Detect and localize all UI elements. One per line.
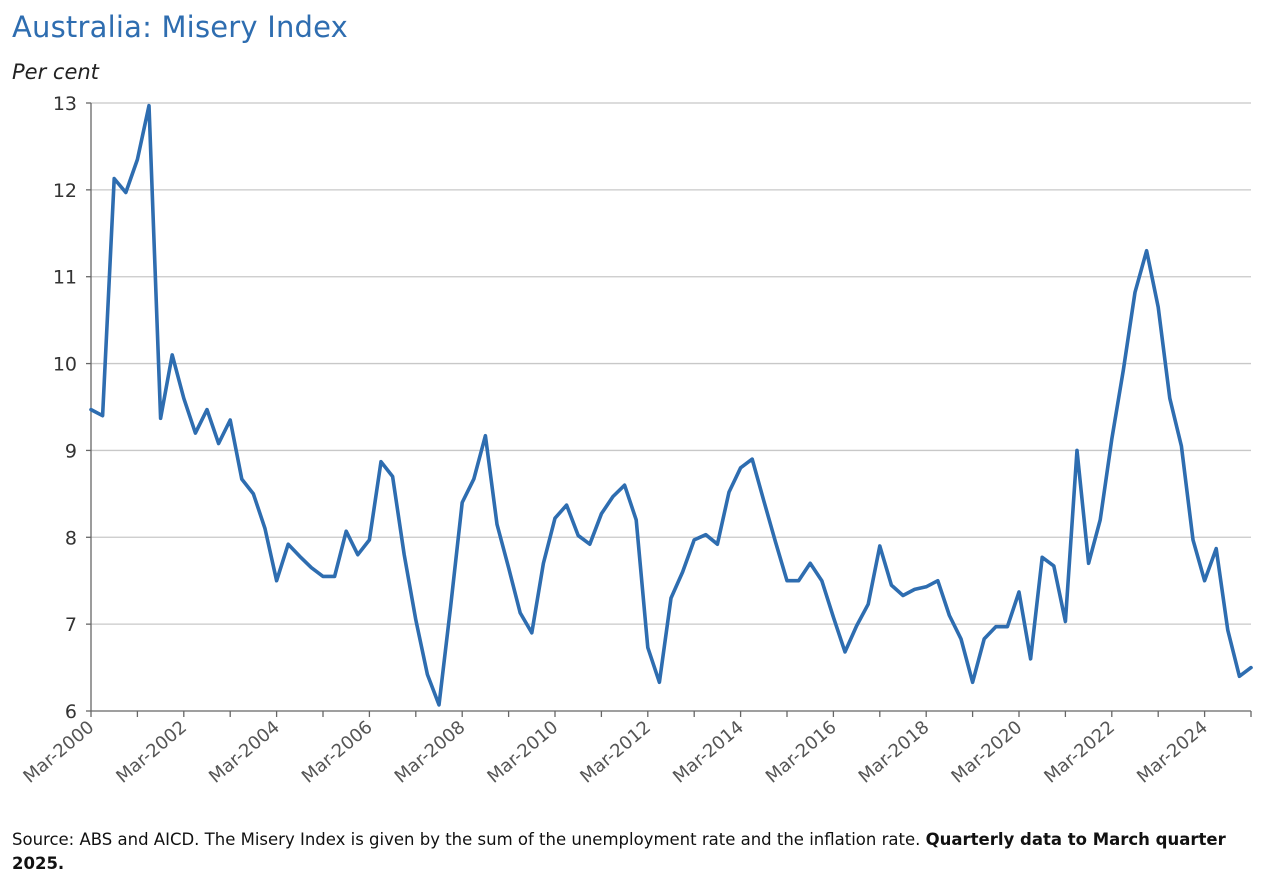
y-axis-unit-label: Per cent xyxy=(12,60,99,84)
source-bold-text: Quarterly data to March quarter 2025. xyxy=(12,830,1226,873)
y-tick-label-7: 7 xyxy=(65,614,77,636)
y-tick-label-10: 10 xyxy=(53,354,77,376)
source-note: Source: ABS and AICD. The Misery Index i… xyxy=(12,828,1252,876)
x-tick-label-Mar-2024: Mar-2024 xyxy=(1133,717,1212,788)
x-tick-label-Mar-2004: Mar-2004 xyxy=(205,717,284,788)
x-tick-label-Mar-2018: Mar-2018 xyxy=(855,717,934,788)
x-tick-label-Mar-2006: Mar-2006 xyxy=(298,717,377,788)
series-line-misery-index xyxy=(89,103,1253,707)
y-tick-label-9: 9 xyxy=(65,440,77,462)
x-tick-label-Mar-2020: Mar-2020 xyxy=(948,717,1027,788)
x-tick-label-Mar-2010: Mar-2010 xyxy=(484,717,563,788)
grid-lines xyxy=(91,102,1251,625)
chart-title: Australia: Misery Index xyxy=(12,10,349,44)
x-tick-label-Mar-2016: Mar-2016 xyxy=(762,717,841,788)
x-tick-label-Mar-2002: Mar-2002 xyxy=(112,717,191,788)
x-axis-ticks: Mar-2000 Mar-2002 Mar-2004 Mar-2006 Mar-2008… xyxy=(20,711,1252,788)
x-tick-label-Mar-2014: Mar-2014 xyxy=(669,717,748,788)
source-text: Source: ABS and AICD. The Misery Index i… xyxy=(12,830,926,849)
y-tick-label-6: 6 xyxy=(65,701,77,723)
y-tick-label-11: 11 xyxy=(53,267,77,289)
x-tick-label-Mar-2012: Mar-2012 xyxy=(576,717,655,788)
y-tick-label-13: 13 xyxy=(53,93,77,115)
x-tick-label-Mar-2008: Mar-2008 xyxy=(391,717,470,788)
y-axis-ticks: 6 7 8 9 10 11 12 13 xyxy=(53,93,91,723)
x-tick-label-Mar-2000: Mar-2000 xyxy=(20,717,99,788)
x-tick-label-Mar-2022: Mar-2022 xyxy=(1040,717,1119,788)
y-tick-label-8: 8 xyxy=(65,527,77,549)
y-tick-label-12: 12 xyxy=(53,180,77,202)
